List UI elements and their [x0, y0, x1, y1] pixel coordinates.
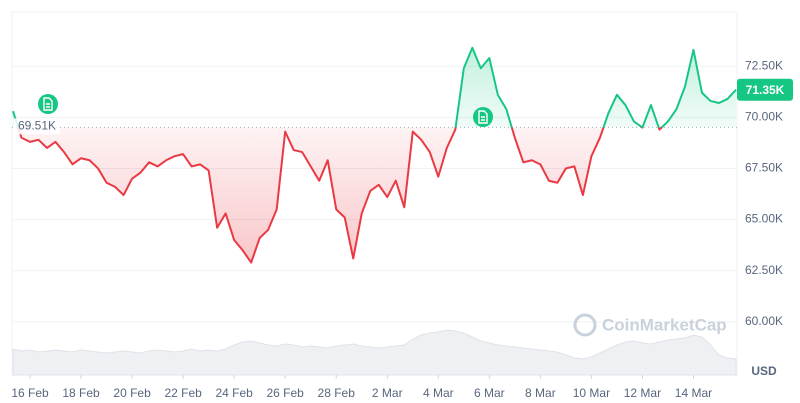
x-tick-label: 22 Feb — [164, 386, 202, 400]
x-tick-label: 24 Feb — [215, 386, 253, 400]
price-line — [12, 46, 737, 264]
event-icons — [38, 94, 493, 127]
x-tick-label: 6 Mar — [474, 386, 505, 400]
y-tick-label: 62.50K — [745, 263, 783, 277]
watermark-text: CoinMarketCap — [602, 315, 727, 334]
baseline-label-bg — [14, 118, 60, 135]
volume — [12, 329, 737, 376]
y-tick-label: 72.50K — [745, 58, 783, 72]
last-price-label: 71.35K — [746, 83, 785, 97]
x-tick-label: 12 Mar — [624, 386, 661, 400]
watermark: CoinMarketCap — [573, 313, 727, 337]
y-tick-label: 67.50K — [745, 161, 783, 175]
plot: 69.51K — [12, 46, 737, 264]
x-tick-label: 28 Feb — [318, 386, 356, 400]
area-fill — [13, 47, 736, 263]
currency-label: USD — [751, 364, 777, 378]
x-tick-label: 4 Mar — [423, 386, 454, 400]
x-tick-label: 16 Feb — [11, 386, 49, 400]
event-icon-glyph — [43, 97, 53, 111]
x-tick-label: 20 Feb — [113, 386, 151, 400]
grid — [12, 65, 737, 323]
axes: 60.00K 62.50K 65.00K 67.50K 70.00K 72.50K 16 F… — [11, 58, 793, 400]
x-tick-label: 2 Mar — [372, 386, 403, 400]
x-tick-label: 26 Feb — [267, 386, 305, 400]
volume-area — [12, 329, 737, 376]
y-tick-label: 65.00K — [745, 212, 783, 226]
baseline-label: 69.51K — [18, 119, 56, 133]
x-tick-label: 10 Mar — [573, 386, 610, 400]
watermark-logo — [573, 313, 597, 337]
x-tick-label: 8 Mar — [525, 386, 556, 400]
last-price-tag — [737, 78, 793, 101]
y-tick-label: 70.00K — [745, 109, 783, 123]
y-tick-label: 60.00K — [745, 314, 783, 328]
event-icon-glyph — [478, 110, 488, 124]
x-tick-label: 14 Mar — [675, 386, 712, 400]
x-tick-label: 18 Feb — [62, 386, 100, 400]
